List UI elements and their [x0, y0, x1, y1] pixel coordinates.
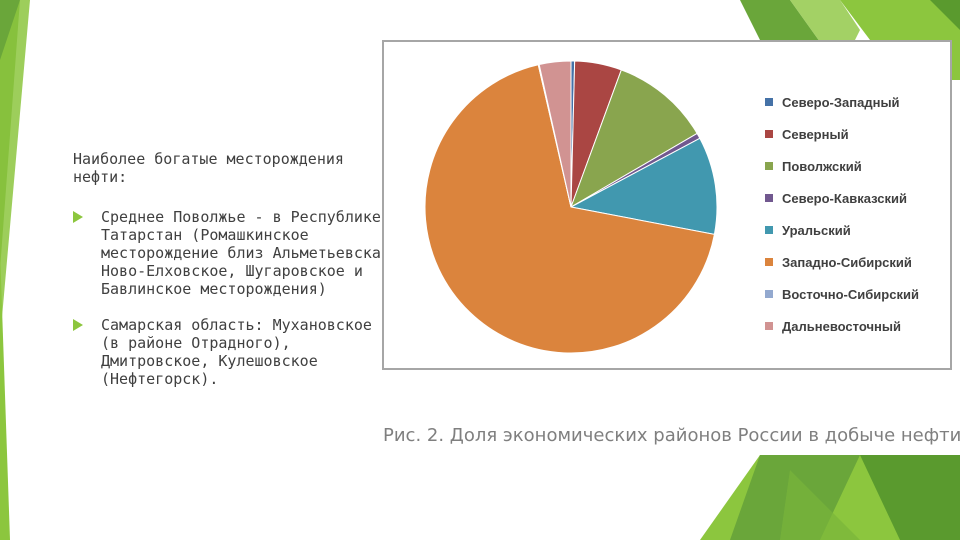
legend-swatch	[765, 322, 773, 330]
slide-heading: Наиболее богатые месторождения нефти:	[73, 150, 344, 186]
bullet-item: Среднее Поволжье - в Республике Татарста…	[73, 208, 393, 298]
legend-label: Северный	[782, 126, 849, 142]
pie-chart-svg	[424, 60, 718, 354]
pie-slice-7	[538, 60, 572, 208]
pie-slice-4	[569, 137, 718, 235]
legend-swatch	[765, 258, 773, 266]
legend-swatch	[765, 98, 773, 106]
legend-swatch	[765, 226, 773, 234]
legend-label: Западно-Сибирский	[782, 254, 912, 270]
pie-chart: Северо-Западный Северный Поволжский Севе…	[382, 40, 952, 370]
legend-label: Дальневосточный	[782, 318, 901, 334]
legend-label: Восточно-Сибирский	[782, 286, 919, 302]
legend-label: Поволжский	[782, 158, 862, 174]
legend-swatch	[765, 162, 773, 170]
legend-item-east-siberia: Восточно-Сибирский	[765, 278, 919, 310]
legend-swatch	[765, 290, 773, 298]
pie-slice-5	[424, 64, 715, 354]
bullet-text: Самарская область: Мухановское (в районе…	[101, 316, 372, 388]
legend-item-volga: Поволжский	[765, 150, 919, 182]
legend-swatch	[765, 194, 773, 202]
figure-caption: Рис. 2. Доля экономических районов Росси…	[383, 425, 960, 446]
legend-item-north-west: Северо-Западный	[765, 86, 919, 118]
bullet-arrow-icon	[73, 211, 83, 223]
bullet-arrow-icon	[73, 319, 83, 331]
bullet-item: Самарская область: Мухановское (в районе…	[73, 316, 393, 388]
legend-item-ural: Уральский	[765, 214, 919, 246]
slide-body: Наиболее богатые месторождения нефти: Ср…	[73, 150, 393, 406]
legend-label: Уральский	[782, 222, 851, 238]
legend-item-west-siberia: Западно-Сибирский	[765, 246, 919, 278]
legend-label: Северо-Кавказский	[782, 190, 907, 206]
legend-item-north-caucasus: Северо-Кавказский	[765, 182, 919, 214]
chart-legend: Северо-Западный Северный Поволжский Севе…	[765, 86, 919, 342]
pie-slices	[424, 60, 718, 354]
legend-label: Северо-Западный	[782, 94, 900, 110]
legend-item-far-east: Дальневосточный	[765, 310, 919, 342]
bullet-text: Среднее Поволжье - в Республике Татарста…	[101, 208, 390, 298]
bullet-list: Среднее Поволжье - в Республике Татарста…	[73, 208, 393, 388]
legend-item-north: Северный	[765, 118, 919, 150]
legend-swatch	[765, 130, 773, 138]
pie-slice-2	[570, 69, 698, 209]
